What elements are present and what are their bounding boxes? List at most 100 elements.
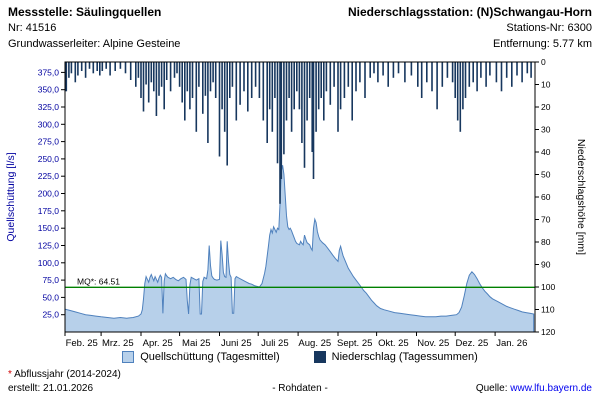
precipitation-bar: [178, 62, 181, 87]
precipitation-bar: [218, 62, 221, 157]
x-axis-month-label: Apr. 25: [143, 338, 173, 349]
left-axis-tick-label: 50,0: [42, 292, 59, 302]
precipitation-bar: [243, 62, 245, 92]
precipitation-bar: [317, 62, 320, 110]
precipitation-bar: [485, 62, 487, 87]
precipitation-bar: [70, 62, 73, 74]
precipitation-bar: [355, 62, 357, 92]
precipitation-bar: [101, 62, 104, 71]
left-axis-tick-label: 225,0: [38, 171, 60, 181]
precipitation-bar: [480, 62, 482, 78]
right-axis-tick-label: 80: [541, 237, 551, 247]
left-axis-tick-label: 25,0: [42, 310, 59, 320]
precipitation-bar: [181, 62, 183, 103]
left-axis-tick-label: 150,0: [38, 223, 60, 233]
precipitation-bar: [303, 62, 306, 168]
right-axis-tick-label: 40: [541, 147, 551, 157]
precipitation-bar: [209, 62, 212, 92]
created-date: erstellt: 21.01.2026: [8, 383, 94, 394]
precipitation-bar: [306, 62, 308, 121]
precipitation-bar: [369, 62, 371, 78]
x-axis-month-label: Mai 25: [182, 338, 211, 349]
precipitation-bar: [268, 62, 271, 110]
precipitation-bar: [301, 62, 303, 143]
precipitation-bar: [459, 62, 462, 132]
precipitation-bar: [315, 62, 317, 132]
precipitation-bar: [329, 62, 332, 105]
precipitation-bar: [276, 62, 279, 164]
precipitation-bar: [290, 62, 293, 132]
precipitation-bar: [96, 62, 98, 71]
precipitation-bar: [311, 62, 313, 152]
precipitation-bar: [195, 62, 198, 132]
precipitation-bar: [262, 62, 265, 121]
x-axis-month-label: Juli 25: [261, 338, 288, 349]
precipitation-bar: [153, 62, 155, 92]
precipitation-bar: [377, 62, 379, 83]
precipitation-bar: [84, 62, 87, 78]
aquifer-label: Grundwasserleiter: Alpine Gesteine: [8, 38, 181, 50]
precipitation-bar: [279, 62, 281, 204]
precipitation-bar: [140, 62, 142, 98]
precipitation-bar: [495, 62, 498, 83]
source-link[interactable]: www.lfu.bayern.de: [510, 383, 592, 394]
precipitation-bar: [165, 62, 168, 80]
discharge-area-series: [64, 165, 535, 333]
precipitation-bar: [198, 62, 200, 87]
precipitation-bar: [158, 62, 160, 96]
precipitation-bar: [119, 62, 122, 69]
precipitation-bar: [226, 62, 228, 166]
station-title: Messstelle: Säulingquellen: [8, 5, 162, 19]
left-axis-tick-label: 100,0: [38, 258, 60, 268]
right-axis-tick-label: 10: [541, 80, 551, 90]
right-axis-tick-label: 50: [541, 170, 551, 180]
precipitation-bar: [387, 62, 389, 87]
precipitation-bar: [169, 62, 172, 92]
x-axis-month-label: Sept. 25: [337, 338, 372, 349]
right-axis-tick-label: 60: [541, 192, 551, 202]
x-axis-month-label: Okt. 25: [378, 338, 409, 349]
precipitation-bar: [191, 62, 194, 98]
precipitation-bar: [323, 62, 325, 121]
x-axis-month-label: Jan. 26: [496, 338, 527, 349]
precipitation-bar: [147, 62, 150, 103]
precipitation-bar: [221, 62, 223, 110]
right-axis-title: Niederschlagshöhe [mm]: [575, 139, 587, 255]
precipitation-bar: [247, 62, 249, 112]
precipitation-bar: [500, 62, 503, 92]
station-number: Nr: 41516: [8, 22, 57, 34]
precipitation-bar: [468, 62, 471, 87]
right-axis-tick-label: 70: [541, 215, 551, 225]
legend: Quellschüttung (Tagesmittel) Niederschla…: [0, 351, 600, 363]
precipitation-bar: [296, 62, 298, 92]
precipitation-bar: [283, 62, 285, 155]
precipitation-bar: [505, 62, 508, 78]
legend-label-precipitation: Niederschlag (Tagessummen): [331, 351, 478, 363]
precipitation-bar: [456, 62, 459, 121]
precipitation-bar: [308, 62, 311, 98]
distance-label: Entfernung: 5.77 km: [492, 38, 592, 50]
precip-station-title: Niederschlagsstation: (N)Schwangau-Horn: [347, 5, 592, 19]
precipitation-bar: [337, 62, 339, 132]
precipitation-bar: [476, 62, 478, 92]
left-axis-tick-label: 350,0: [38, 85, 60, 95]
precipitation-bar: [454, 62, 456, 98]
precipitation-bar: [451, 62, 454, 83]
precipitation-bar: [320, 62, 322, 98]
source-label: Quelle:: [475, 383, 511, 394]
precipitation-bar: [392, 62, 395, 78]
left-axis-tick-label: 175,0: [38, 206, 60, 216]
precipitation-bar: [109, 62, 111, 76]
precipitation-bar: [526, 62, 529, 74]
precipitation-bar: [516, 62, 518, 76]
precipitation-bar: [114, 62, 116, 71]
footnote-text: Abflussjahr (2014-2024): [11, 369, 121, 380]
precipitation-bar: [99, 62, 101, 76]
precipitation-bar: [258, 62, 261, 98]
x-axis-month-label: Aug. 25: [298, 338, 331, 349]
precipitation-bar: [160, 62, 163, 87]
precipitation-bar: [333, 62, 335, 87]
precipitation-bar: [204, 62, 207, 96]
precipitation-bar: [417, 62, 419, 87]
legend-item-precipitation: Niederschlag (Tagessummen): [313, 351, 478, 363]
